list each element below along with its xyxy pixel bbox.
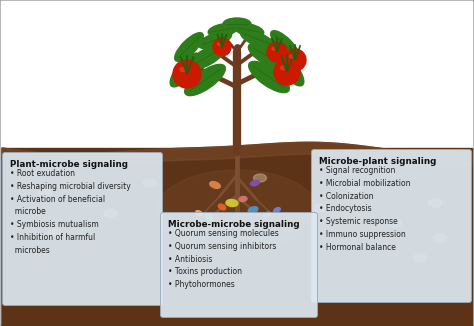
- Text: Plant-microbe signaling: Plant-microbe signaling: [10, 160, 128, 169]
- Ellipse shape: [248, 207, 258, 213]
- Text: • Quorum sensing molecules
• Quorum sensing inhibitors
• Antibiosis
• Toxins pro: • Quorum sensing molecules • Quorum sens…: [168, 229, 279, 289]
- Ellipse shape: [274, 52, 304, 86]
- Ellipse shape: [313, 204, 327, 212]
- FancyBboxPatch shape: [2, 153, 163, 305]
- Ellipse shape: [239, 197, 247, 201]
- Circle shape: [267, 42, 287, 62]
- Ellipse shape: [38, 189, 52, 197]
- Ellipse shape: [251, 180, 259, 186]
- Ellipse shape: [389, 219, 401, 227]
- Ellipse shape: [188, 44, 226, 69]
- Ellipse shape: [241, 30, 273, 48]
- Ellipse shape: [224, 222, 234, 228]
- Ellipse shape: [205, 214, 213, 220]
- Ellipse shape: [272, 47, 276, 50]
- Ellipse shape: [48, 229, 62, 237]
- Ellipse shape: [223, 18, 251, 30]
- Ellipse shape: [281, 66, 286, 70]
- Circle shape: [284, 49, 306, 71]
- Ellipse shape: [210, 182, 220, 188]
- FancyBboxPatch shape: [161, 213, 318, 318]
- Text: • Signal recognition
• Microbial mobilization
• Colonization
• Endocytosis
• Sys: • Signal recognition • Microbial mobiliz…: [319, 166, 410, 252]
- Ellipse shape: [434, 234, 447, 242]
- Ellipse shape: [413, 254, 427, 262]
- Ellipse shape: [428, 199, 441, 207]
- Ellipse shape: [226, 200, 238, 207]
- Ellipse shape: [249, 61, 289, 93]
- Circle shape: [173, 60, 201, 88]
- Ellipse shape: [264, 212, 271, 218]
- Ellipse shape: [243, 224, 251, 230]
- Ellipse shape: [248, 43, 286, 68]
- Ellipse shape: [273, 208, 280, 212]
- Ellipse shape: [185, 64, 225, 96]
- Circle shape: [274, 59, 300, 85]
- Text: Microbe-plant signaling: Microbe-plant signaling: [319, 157, 437, 166]
- Ellipse shape: [175, 33, 203, 61]
- Polygon shape: [2, 142, 472, 326]
- Ellipse shape: [144, 179, 156, 187]
- Ellipse shape: [254, 174, 266, 182]
- Ellipse shape: [218, 43, 221, 45]
- Ellipse shape: [271, 31, 299, 59]
- Ellipse shape: [170, 53, 200, 87]
- Ellipse shape: [208, 23, 238, 37]
- Bar: [2, 148, 472, 326]
- Text: Microbe-microbe signaling: Microbe-microbe signaling: [168, 220, 300, 229]
- Ellipse shape: [196, 211, 202, 215]
- Ellipse shape: [199, 31, 232, 49]
- Ellipse shape: [219, 204, 226, 210]
- Ellipse shape: [157, 170, 317, 250]
- Ellipse shape: [348, 184, 362, 192]
- Circle shape: [213, 38, 231, 56]
- Ellipse shape: [234, 23, 264, 37]
- FancyBboxPatch shape: [311, 150, 472, 303]
- Ellipse shape: [103, 209, 117, 217]
- Ellipse shape: [180, 67, 186, 72]
- Text: • Root exudation
• Reshaping microbial diversity
• Activation of beneficial
  mi: • Root exudation • Reshaping microbial d…: [10, 169, 131, 255]
- Polygon shape: [2, 142, 472, 166]
- Ellipse shape: [290, 55, 294, 58]
